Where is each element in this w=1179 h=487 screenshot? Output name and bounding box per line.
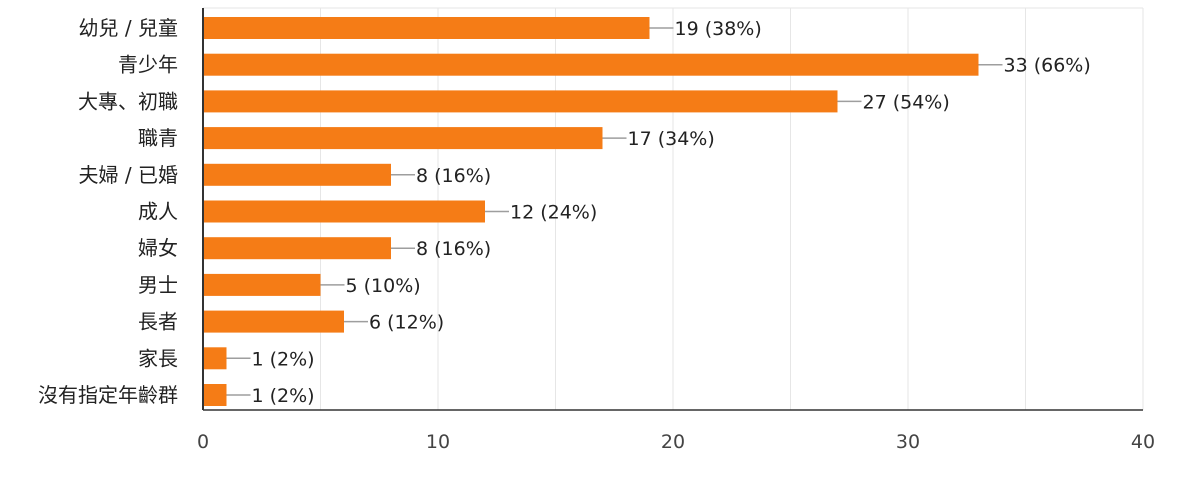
x-tick-label: 10 — [426, 431, 450, 453]
data-label: 17 (34%) — [628, 128, 715, 150]
category-label: 青少年 — [118, 53, 178, 77]
bar — [203, 237, 391, 260]
category-label: 幼兒 / 兒童 — [79, 16, 178, 40]
data-label: 5 (10%) — [346, 275, 421, 297]
bar — [203, 53, 979, 76]
bar — [203, 90, 838, 113]
category-label: 大專、初職 — [78, 89, 178, 113]
data-label: 1 (2%) — [252, 348, 315, 370]
data-label: 33 (66%) — [1004, 55, 1091, 77]
bar — [203, 200, 485, 223]
data-label: 19 (38%) — [675, 18, 762, 40]
x-tick-label: 30 — [896, 431, 920, 453]
bar — [203, 163, 391, 186]
data-label: 12 (24%) — [510, 202, 597, 224]
data-label: 1 (2%) — [252, 385, 315, 407]
bar — [203, 310, 344, 333]
category-label: 成人 — [138, 200, 178, 224]
data-label: 27 (54%) — [863, 91, 950, 113]
category-label: 夫婦 / 已婚 — [79, 163, 178, 187]
bars — [203, 17, 979, 406]
bar — [203, 17, 650, 39]
category-label: 職青 — [138, 126, 178, 150]
bar — [203, 384, 227, 406]
data-label: 8 (16%) — [416, 165, 491, 187]
category-label: 沒有指定年齡群 — [38, 383, 178, 407]
labels: 19 (38%) 幼兒 / 兒童 33 (66%) 青少年 27 (54%) 大專、初職 1… — [38, 16, 1155, 453]
x-tick-label: 20 — [661, 431, 685, 453]
bar — [203, 347, 227, 370]
category-label: 長者 — [138, 310, 178, 334]
axes — [202, 8, 1143, 411]
category-label: 婦女 — [138, 236, 178, 260]
x-tick-label: 40 — [1131, 431, 1155, 453]
bar — [203, 127, 603, 150]
category-label: 家長 — [138, 346, 178, 370]
data-label: 6 (12%) — [369, 312, 444, 334]
bar — [203, 273, 321, 296]
x-tick-label: 0 — [197, 431, 209, 453]
category-label: 男士 — [138, 273, 178, 297]
data-label: 8 (16%) — [416, 238, 491, 260]
